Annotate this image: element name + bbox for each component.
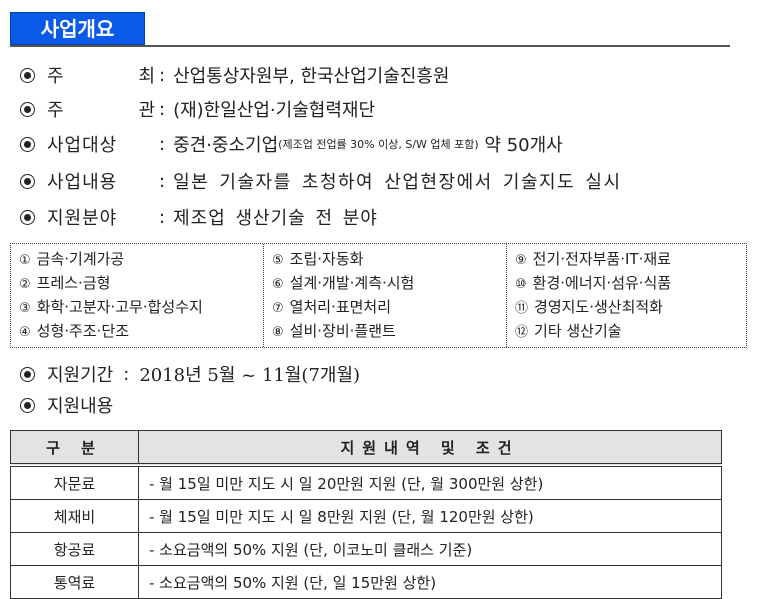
item-value: 일본 기술자를 초청하여 산업현장에서 기술지도 실시 xyxy=(173,172,622,193)
field-text: 설비·장비·플랜트 xyxy=(289,322,396,340)
colon: : xyxy=(159,133,166,155)
field-item: ① 금속·기계가공 xyxy=(19,248,263,272)
field-item: ③ 화학·고분자·고무·합성수지 xyxy=(19,296,263,320)
field-item: ② 프레스·금형 xyxy=(19,272,263,296)
field-number: ② xyxy=(19,277,31,292)
bullet-icon xyxy=(20,173,35,189)
field-text: 프레스·금형 xyxy=(36,274,111,292)
row-category: 통역료 xyxy=(10,565,139,599)
bullet-icon xyxy=(20,209,35,225)
item-content: 사업내용: 일본 기술자를 초청하여 산업현장에서 기술지도 실시 xyxy=(20,168,622,194)
colon: : xyxy=(159,170,166,192)
label-part: 주 xyxy=(47,100,64,121)
field-column: ⑤ 조립·자동화 ⑥ 설계·개발·계측·시험 ⑦ 열처리·표면처리 ⑧ 설비·장비·플랜… xyxy=(264,244,507,347)
field-item: ⑤ 조립·자동화 xyxy=(272,248,506,272)
field-number: ⑫ xyxy=(515,325,529,340)
header-details: 지원내역 및 조건 xyxy=(138,430,722,467)
field-text: 화학·고분자·고무·합성수지 xyxy=(36,298,203,316)
item-value: 산업통상자원부, 한국산업기술진흥원 xyxy=(173,66,450,87)
field-list-box: ① 금속·기계가공 ② 프레스·금형 ③ 화학·고분자·고무·합성수지 ④ 성형·주조·… xyxy=(10,243,747,348)
bullet-icon xyxy=(20,397,35,413)
section-title: 사업개요 xyxy=(10,12,145,45)
item-label: 지원기간 xyxy=(47,365,114,386)
item-period: 지원기간:2018년 5월 ~ 11월(7개월) xyxy=(20,361,360,387)
field-number: ⑥ xyxy=(272,277,284,292)
colon: : xyxy=(159,64,166,86)
title-rule xyxy=(10,45,730,47)
item-value: 제조업 생산기술 전 분야 xyxy=(173,208,378,229)
field-number: ① xyxy=(19,253,31,268)
row-category: 체재비 xyxy=(10,499,139,533)
field-text: 설계·개발·계측·시험 xyxy=(289,274,415,292)
colon: : xyxy=(159,98,166,120)
field-text: 성형·주조·단조 xyxy=(36,322,129,340)
header-category: 구 분 xyxy=(10,430,139,467)
label-part: 주 xyxy=(47,66,64,87)
field-column: ① 금속·기계가공 ② 프레스·금형 ③ 화학·고분자·고무·합성수지 ④ 성형·주조·… xyxy=(11,244,264,347)
bullet-icon xyxy=(20,366,35,382)
field-item: ⑫ 기타 생산기술 xyxy=(515,320,746,344)
table-row: 자문료 - 월 15일 미만 지도 시 일 20만원 지원 (단, 월 300만원… xyxy=(10,464,722,500)
field-number: ④ xyxy=(19,325,31,340)
field-item: ⑪ 경영지도·생산최적화 xyxy=(515,296,746,320)
item-support: 지원내용 xyxy=(20,392,113,418)
field-item: ⑨ 전기·전자부품·IT·재료 xyxy=(515,248,746,272)
field-number: ⑩ xyxy=(515,277,527,292)
field-number: ⑪ xyxy=(515,301,529,316)
item-host: 주 최: 산업통상자원부, 한국산업기술진흥원 xyxy=(20,62,449,88)
row-category: 항공료 xyxy=(10,532,139,566)
table-row: 체재비 - 월 15일 미만 지도 시 일 8만원 지원 (단, 월 120만원 … xyxy=(10,499,722,533)
field-item: ⑥ 설계·개발·계측·시험 xyxy=(272,272,506,296)
field-item: ⑩ 환경·에너지·섬유·식품 xyxy=(515,272,746,296)
row-details: - 소요금액의 50% 지원 (단, 일 15만원 상한) xyxy=(138,565,722,599)
field-text: 경영지도·생산최적화 xyxy=(534,298,663,316)
bullet-icon xyxy=(20,101,35,117)
item-target: 사업대상: 중견·중소기업 (제조업 전업률 30% 이상, S/W 업체 포함) … xyxy=(20,131,563,157)
field-text: 조립·자동화 xyxy=(289,250,364,268)
colon: : xyxy=(159,206,166,228)
field-number: ⑤ xyxy=(272,253,284,268)
field-item: ⑧ 설비·장비·플랜트 xyxy=(272,320,506,344)
item-note: (제조업 전업률 30% 이상, S/W 업체 포함) xyxy=(278,138,479,151)
row-category: 자문료 xyxy=(10,464,139,500)
item-organizer: 주 관: (재)한일산업·기술협력재단 xyxy=(20,96,375,122)
item-label: 지원분야 xyxy=(47,208,118,229)
colon: : xyxy=(123,363,130,385)
field-item: ④ 성형·주조·단조 xyxy=(19,320,263,344)
field-number: ③ xyxy=(19,301,31,316)
field-text: 열처리·표면처리 xyxy=(289,298,392,316)
item-value: 중견·중소기업 xyxy=(173,135,279,156)
item-field: 지원분야: 제조업 생산기술 전 분야 xyxy=(20,204,378,230)
bullet-icon xyxy=(20,136,35,152)
field-number: ⑧ xyxy=(272,325,284,340)
field-number: ⑦ xyxy=(272,301,284,316)
field-column: ⑨ 전기·전자부품·IT·재료 ⑩ 환경·에너지·섬유·식품 ⑪ 경영지도·생산최적화… xyxy=(507,244,746,347)
item-label: 지원내용 xyxy=(47,396,114,417)
field-text: 금속·기계가공 xyxy=(36,250,125,268)
support-table: 구 분 지원내역 및 조건 자문료 - 월 15일 미만 지도 시 일 20만원 지… xyxy=(10,430,722,599)
row-details: - 월 15일 미만 지도 시 일 20만원 지원 (단, 월 300만원 상한… xyxy=(138,464,722,500)
field-item: ⑦ 열처리·표면처리 xyxy=(272,296,506,320)
field-text: 환경·에너지·섬유·식품 xyxy=(532,274,672,292)
item-label: 사업내용 xyxy=(47,172,118,193)
item-label: 사업대상 xyxy=(47,135,118,156)
table-row: 통역료 - 소요금액의 50% 지원 (단, 일 15만원 상한) xyxy=(10,565,722,599)
table-row: 항공료 - 소요금액의 50% 지원 (단, 이코노미 클래스 기준) xyxy=(10,532,722,566)
row-details: - 소요금액의 50% 지원 (단, 이코노미 클래스 기준) xyxy=(138,532,722,566)
item-value: 2018년 5월 ~ 11월(7개월) xyxy=(139,365,361,386)
field-text: 전기·전자부품·IT·재료 xyxy=(532,250,671,268)
field-text: 기타 생산기술 xyxy=(534,322,622,340)
bullet-icon xyxy=(20,67,35,83)
row-details: - 월 15일 미만 지도 시 일 8만원 지원 (단, 월 120만원 상한) xyxy=(138,499,722,533)
label-part: 최 xyxy=(138,66,155,87)
table-header-row: 구 분 지원내역 및 조건 xyxy=(10,430,722,467)
item-value: (재)한일산업·기술협력재단 xyxy=(173,100,376,121)
label-part: 관 xyxy=(138,100,155,121)
field-number: ⑨ xyxy=(515,253,527,268)
item-value-2: 약 50개사 xyxy=(478,135,563,156)
